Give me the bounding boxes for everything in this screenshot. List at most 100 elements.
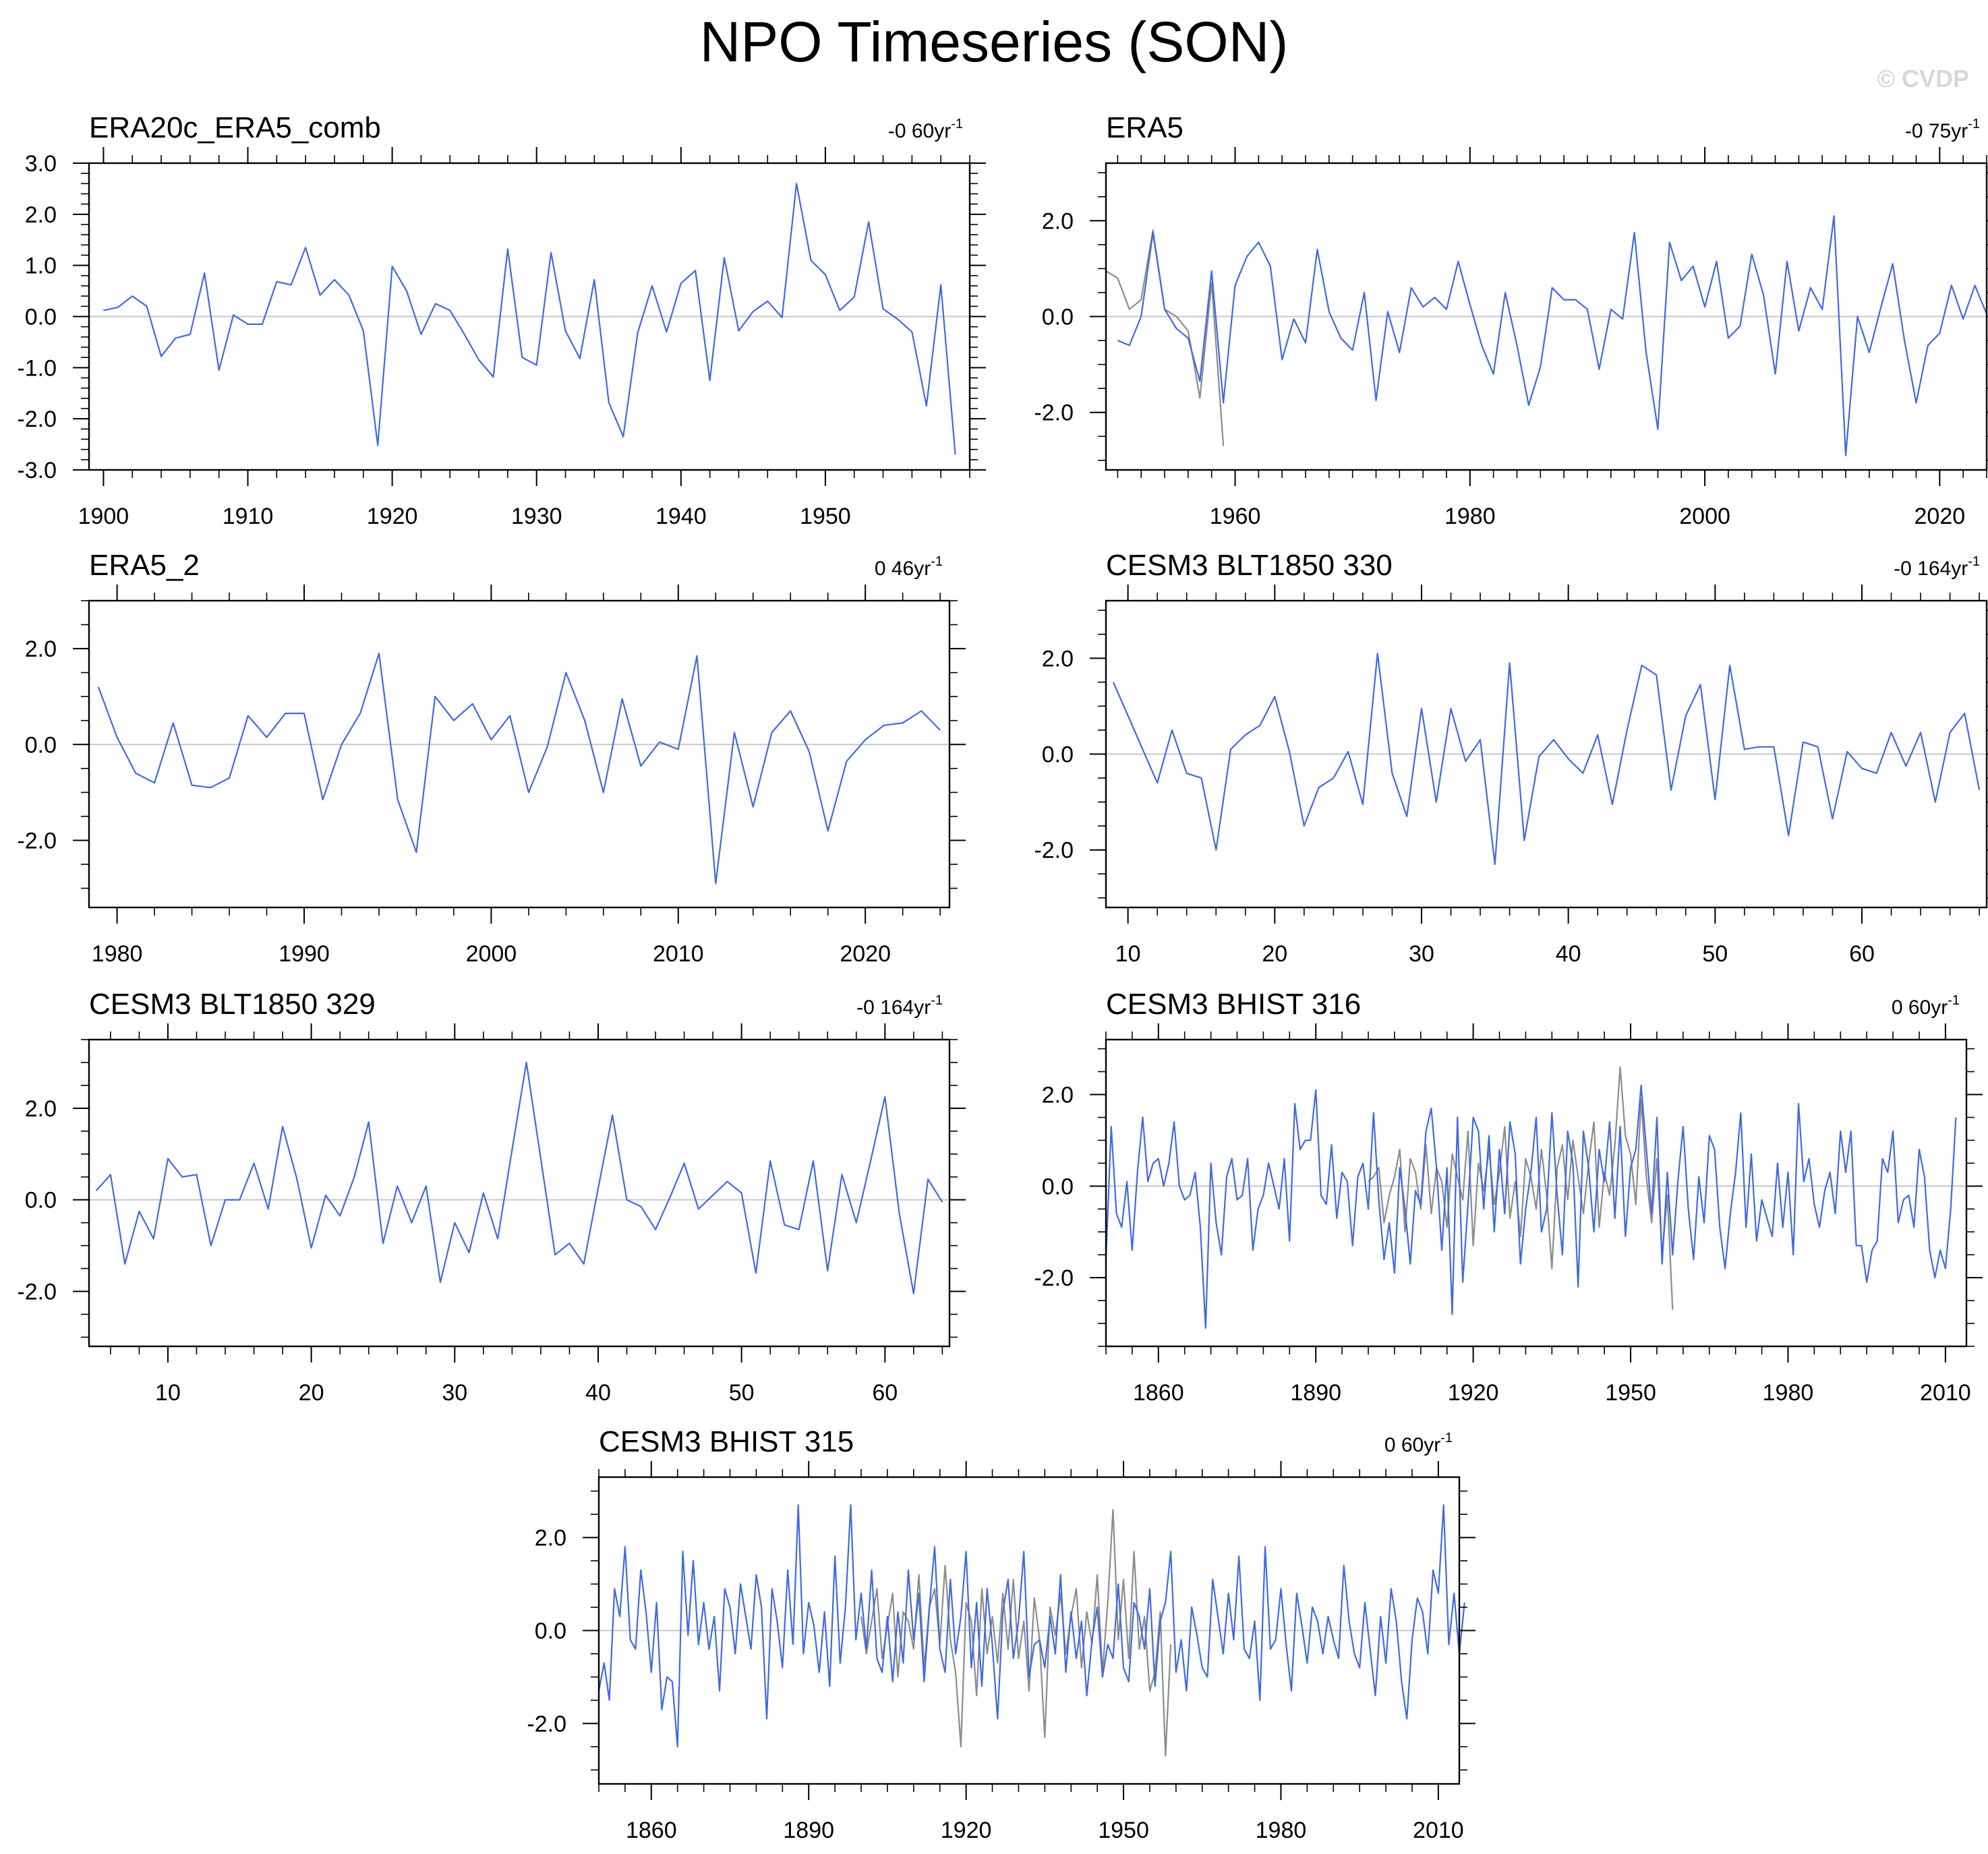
trend-exponent: -1 <box>931 554 943 569</box>
trend-label: 0 46yr-1 <box>875 554 943 580</box>
x-tick-label: 2000 <box>466 941 517 967</box>
panel-title: ERA5_2 <box>89 549 200 582</box>
y-tick-label: 0.0 <box>1042 742 1074 768</box>
trend-value: 0 60yr <box>1892 996 1948 1019</box>
trend-value: -0 60yr <box>888 120 951 142</box>
panel-3: ERA5_2 0 46yr-1 1980 1990 2000 2010 2020 2.0 0.0… <box>17 549 966 967</box>
x-tick-label: 40 <box>1556 941 1581 967</box>
trend-exponent: -1 <box>951 117 963 131</box>
x-tick-label: 1950 <box>1098 1818 1149 1843</box>
x-tick-label: 1960 <box>1210 504 1261 529</box>
x-tick-label: 1900 <box>78 504 129 529</box>
trend-label: -0 75yr-1 <box>1905 117 1980 142</box>
x-tick-label: 60 <box>872 1380 898 1406</box>
y-tick-label: 0.0 <box>25 305 57 330</box>
panel-1: ERA20c_ERA5_comb -0 60yr-1 1900 1910 1920 193… <box>17 111 986 529</box>
x-tick-label: 1910 <box>223 504 274 529</box>
y-tick-label: -2.0 <box>1034 838 1074 864</box>
y-tick-label: -2.0 <box>527 1711 566 1737</box>
x-tick-label: 2020 <box>840 941 891 967</box>
panel-title: CESM3 BHIST 315 <box>599 1425 854 1458</box>
x-tick-label: 1980 <box>1444 504 1496 529</box>
y-tick-label: 0.0 <box>25 732 57 758</box>
y-tick-label: 2.0 <box>25 636 57 662</box>
y-tick-label: -1.0 <box>17 355 57 381</box>
y-tick-label: 2.0 <box>25 1096 57 1122</box>
y-tick-label: 2.0 <box>535 1526 566 1551</box>
trend-exponent: -1 <box>1968 554 1980 569</box>
x-tick-label: 50 <box>729 1380 755 1406</box>
panel-title: CESM3 BLT1850 330 <box>1106 549 1393 582</box>
x-tick-label: 60 <box>1849 941 1875 967</box>
trend-value: -0 164yr <box>856 996 931 1019</box>
y-tick-label: 2.0 <box>1042 646 1074 671</box>
series-line-main <box>1117 215 1988 456</box>
trend-value: -0 75yr <box>1905 120 1968 142</box>
panel-5: CESM3 BLT1850 329 -0 164yr-1 10 20 30 40 50 60 2… <box>17 988 966 1406</box>
plot-frame <box>88 599 951 909</box>
trend-label: 0 60yr-1 <box>1892 993 1960 1019</box>
x-tick-label: 30 <box>442 1380 467 1406</box>
y-tick-label: -2.0 <box>1034 1265 1074 1291</box>
x-tick-label: 1980 <box>92 941 143 967</box>
x-tick-label: 20 <box>1262 941 1287 967</box>
y-tick-label: 2.0 <box>25 202 57 228</box>
series-line-overlay <box>860 1509 1172 1757</box>
y-tick-label: 0.0 <box>1042 1174 1074 1199</box>
x-tick-label: 40 <box>585 1380 611 1406</box>
trend-exponent: -1 <box>1948 993 1960 1008</box>
x-tick-label: 1920 <box>367 504 418 529</box>
y-tick-label: -2.0 <box>17 1280 57 1305</box>
y-tick-label: 0.0 <box>1042 305 1074 330</box>
trend-value: -0 164yr <box>1894 558 1968 580</box>
panel-4: CESM3 BLT1850 330 -0 164yr-1 10 20 30 40 50 60 2… <box>1034 549 1988 967</box>
x-tick-label: 20 <box>299 1380 324 1406</box>
panel-6: CESM3 BHIST 316 0 60yr-1 1860 1890 1920 1950 1… <box>1034 988 1983 1406</box>
trend-label: -0 60yr-1 <box>888 117 963 142</box>
y-tick-label: 3.0 <box>25 151 57 177</box>
y-tick-label: 2.0 <box>1042 208 1074 234</box>
series-line-main <box>597 1504 1465 1747</box>
figure-title: NPO Timeseries (SON) <box>699 10 1289 73</box>
y-tick-label: 1.0 <box>25 253 57 279</box>
panel-title: ERA5 <box>1106 111 1183 144</box>
y-tick-label: -2.0 <box>17 828 57 854</box>
x-tick-label: 1930 <box>511 504 562 529</box>
trend-value: 0 46yr <box>875 558 931 580</box>
x-tick-label: 1980 <box>1763 1380 1814 1406</box>
plot-frame <box>1105 1038 1968 1348</box>
x-tick-label: 50 <box>1702 941 1728 967</box>
trend-label: -0 164yr-1 <box>1894 554 1980 580</box>
series-line-main <box>95 1061 943 1295</box>
panel-title: ERA20c_ERA5_comb <box>89 111 381 144</box>
plot-frame <box>88 1038 951 1348</box>
x-tick-label: 1860 <box>626 1818 677 1843</box>
x-tick-label: 1980 <box>1256 1818 1307 1843</box>
x-tick-label: 1950 <box>800 504 851 529</box>
series-line-main <box>103 183 956 455</box>
x-tick-label: 30 <box>1409 941 1434 967</box>
x-tick-label: 1990 <box>279 941 330 967</box>
x-tick-label: 1940 <box>655 504 707 529</box>
y-tick-label: 2.0 <box>1042 1082 1074 1108</box>
y-tick-label: -2.0 <box>17 407 57 432</box>
series-line-main <box>97 653 941 885</box>
x-tick-label: 1890 <box>1290 1380 1341 1406</box>
trend-exponent: -1 <box>1968 117 1980 131</box>
x-tick-label: 2010 <box>653 941 704 967</box>
trend-label: -0 164yr-1 <box>856 993 943 1019</box>
x-tick-label: 2020 <box>1914 504 1966 529</box>
y-tick-label: -2.0 <box>1034 400 1074 426</box>
series-line-overlay <box>1105 229 1225 446</box>
x-tick-label: 10 <box>1115 941 1141 967</box>
trend-exponent: -1 <box>1440 1431 1453 1445</box>
series-line-main <box>1112 653 1981 866</box>
x-tick-label: 1920 <box>941 1818 992 1843</box>
x-tick-label: 1860 <box>1133 1380 1184 1406</box>
panel-7: CESM3 BHIST 315 0 60yr-1 1860 1890 1920 1950 1… <box>527 1425 1475 1843</box>
y-tick-label: -3.0 <box>17 458 57 483</box>
x-tick-label: 2010 <box>1920 1380 1971 1406</box>
x-tick-label: 1920 <box>1448 1380 1499 1406</box>
panel-2: ERA5 -0 75yr-1 1960 1980 2000 2020 2.0 0.0 -2.0 <box>1034 111 1988 529</box>
